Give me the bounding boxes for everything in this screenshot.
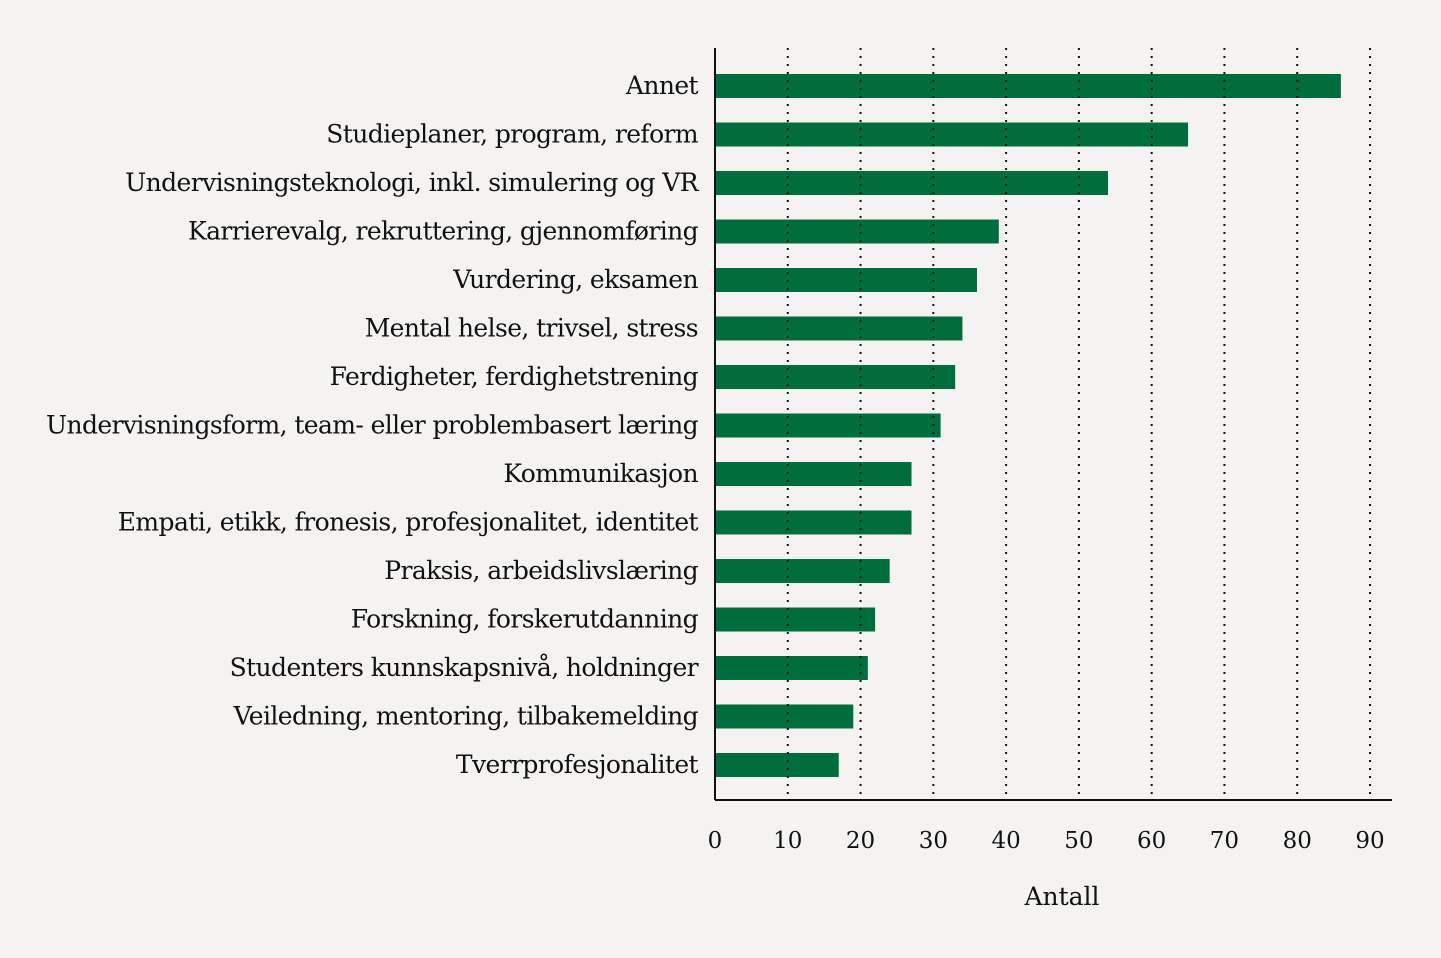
- bar: [715, 365, 956, 389]
- category-label: Kommunikasjon: [503, 459, 698, 488]
- category-label: Ferdigheter, ferdighetstrening: [330, 362, 699, 391]
- bar: [715, 74, 1341, 98]
- category-label: Vurdering, eksamen: [452, 265, 698, 294]
- bar: [715, 607, 876, 632]
- bar: [715, 704, 854, 729]
- category-label: Studieplaner, program, reform: [326, 120, 699, 149]
- category-label: Forskning, forskerutdanning: [351, 605, 699, 634]
- bar: [715, 171, 1108, 195]
- bar: [715, 268, 977, 292]
- category-label: Undervisningsteknologi, inkl. simulering…: [125, 168, 700, 197]
- x-tick-label: 20: [846, 828, 875, 854]
- bar: [715, 559, 890, 583]
- x-tick-label: 30: [919, 828, 948, 854]
- category-label: Praksis, arbeidslivslæring: [384, 556, 698, 585]
- x-tick-label: 50: [1064, 828, 1093, 854]
- category-label: Veiledning, mentoring, tilbakemelding: [233, 702, 699, 731]
- category-label: Mental helse, trivsel, stress: [365, 314, 698, 343]
- x-tick-label: 10: [773, 828, 802, 854]
- bar: [715, 656, 868, 680]
- x-tick-label: 80: [1283, 828, 1312, 854]
- bar: [715, 510, 912, 535]
- category-label: Annet: [625, 71, 699, 100]
- bar: [715, 413, 941, 438]
- x-tick-label: 0: [708, 828, 723, 854]
- bar: [715, 122, 1189, 147]
- x-tick-label: 40: [991, 828, 1020, 854]
- category-label: Empati, etikk, fronesis, profesjonalitet…: [118, 508, 699, 537]
- x-tick-label: 70: [1210, 828, 1239, 854]
- category-label: Tverrprofesjonalitet: [456, 750, 699, 779]
- category-label: Studenters kunnskapsnivå, holdninger: [230, 653, 699, 682]
- category-label: Karrierevalg, rekruttering, gjennomførin…: [188, 217, 699, 246]
- x-tick-label: 90: [1355, 828, 1384, 854]
- bar: [715, 219, 999, 244]
- category-label: Undervisningsform, team- eller problemba…: [46, 411, 699, 440]
- x-axis-label: Antall: [1023, 882, 1099, 911]
- bar: [715, 316, 963, 341]
- x-tick-label: 60: [1137, 828, 1166, 854]
- bar: [715, 462, 912, 486]
- bar: [715, 753, 839, 777]
